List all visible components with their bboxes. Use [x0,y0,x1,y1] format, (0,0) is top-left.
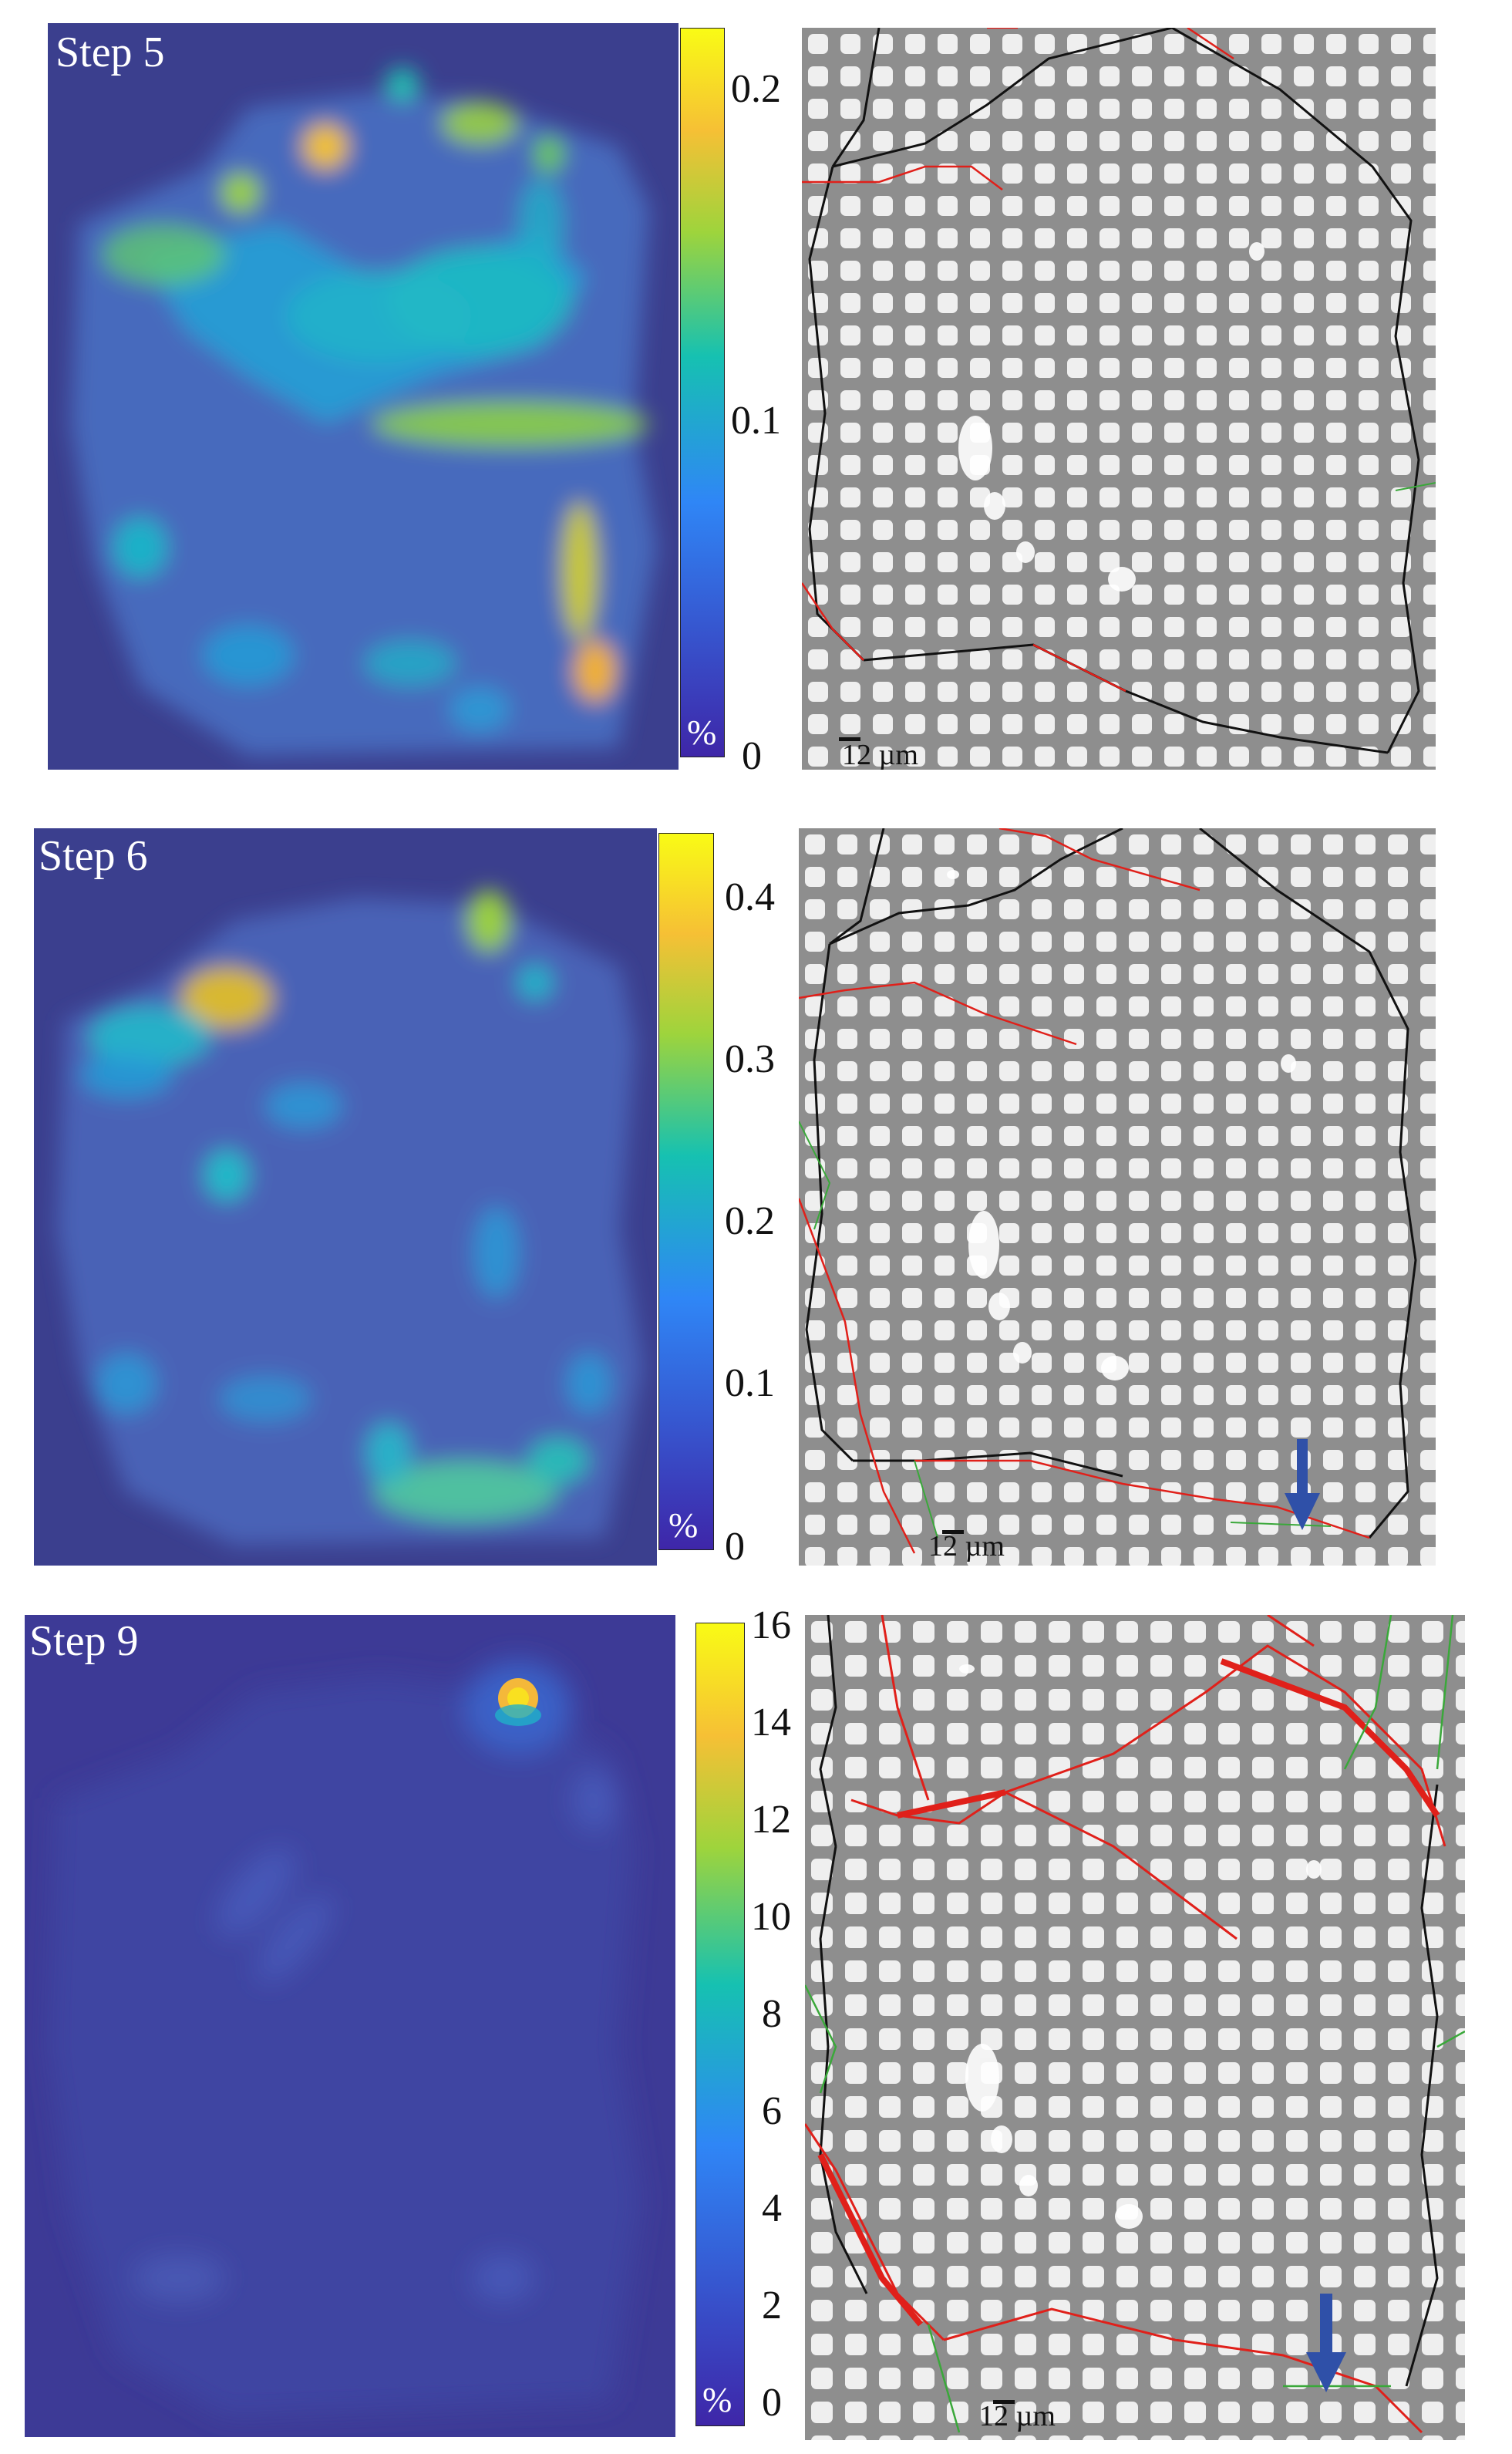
scale-bar-label: 12 µm [842,739,918,770]
colorbar-tick: 4 [762,2186,782,2230]
arrow-down-icon [1306,2294,1346,2392]
colorbar-tick: 16 [751,1603,791,1647]
colorbar-tick: 12 [751,1798,791,1842]
strain-map-step6: Step 6 [34,828,657,1566]
colorbar-unit: % [687,713,717,752]
step-label: Step 6 [39,832,148,880]
colorbar-tick: 0 [742,734,762,778]
scale-bar-label: 12 µm [928,1530,1005,1562]
colorbar-tick: 10 [751,1895,791,1939]
strain-map-step5: Step 5 [48,23,679,770]
scale-bar-label: 12 µm [979,2400,1056,2432]
sem-micrograph-step5: 12 µm [802,28,1436,770]
strain-map-step9: Step 9 [25,1615,675,2437]
colorbar-tick: 14 [751,1701,791,1744]
colorbar-unit: % [668,1505,699,1545]
sem-micrograph-step6: 12 µm [799,828,1436,1566]
colorbar-tick: 0.1 [725,1361,775,1405]
colorbar-tick: 0.1 [731,399,781,443]
colorbar-tick: 8 [762,1992,782,2036]
colorbar-tick: 0.2 [725,1199,775,1243]
colorbar-tick: 0.3 [725,1037,775,1081]
colorbar-tick: 0 [762,2381,782,2425]
colorbar: % [680,28,725,757]
colorbar-tick: 2 [762,2284,782,2328]
colorbar: % [695,1623,745,2426]
colorbar-tick: 6 [762,2089,782,2133]
colorbar-tick: 0.2 [731,67,781,111]
colorbar-tick: 0 [725,1525,745,1569]
colorbar: % [658,833,714,1550]
colorbar-tick: 0.4 [725,875,775,919]
sem-micrograph-step9: 12 µm [805,1615,1465,2440]
arrow-down-icon [1285,1439,1320,1530]
step-label: Step 5 [56,29,165,76]
step-label: Step 9 [29,1617,139,1665]
colorbar-unit: % [702,2380,732,2419]
